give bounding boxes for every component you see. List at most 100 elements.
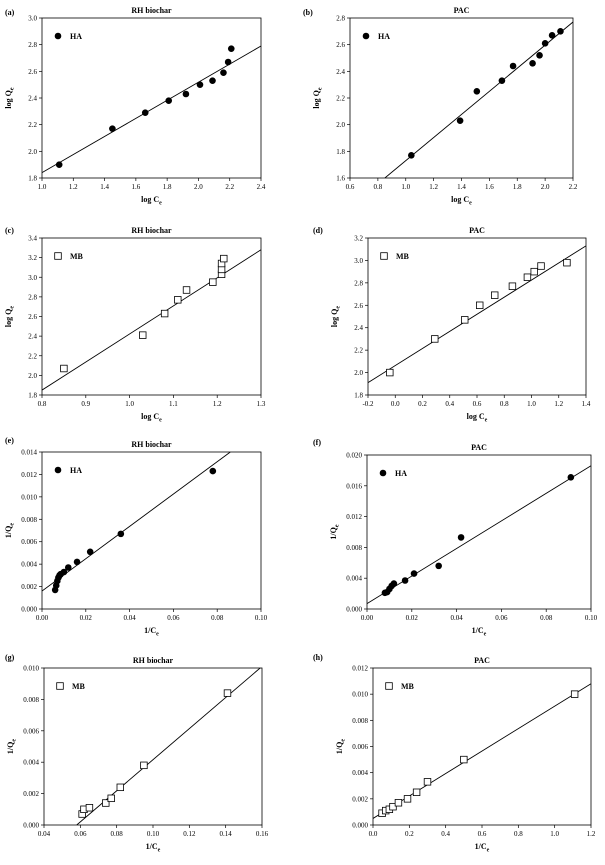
fit-line (42, 45, 261, 174)
y-axis-title: log Qe (4, 306, 16, 327)
y-tick-label: 0.004 (23, 759, 39, 767)
legend-marker (54, 252, 62, 260)
x-tick-label: 1.2 (554, 400, 563, 408)
y-tick-label: 0.002 (23, 790, 39, 798)
y-tick-label: 2.4 (28, 333, 37, 341)
y-tick-label: 0.016 (346, 482, 362, 490)
chart-panel-4: (d) PAC -0.2 0.0 0.2 0.4 0.6 0.8 1.0 1.2 1.4 1.8 2.0… (313, 226, 591, 424)
y-axis-title-subscript: e (10, 87, 16, 90)
fit-line (384, 21, 573, 178)
x-tick-label: 0.00 (36, 614, 49, 622)
x-axis-title-main: log C (467, 412, 485, 421)
data-point (476, 301, 484, 309)
data-point (116, 783, 124, 792)
data-point (457, 534, 465, 541)
y-tick-label: 1.8 (336, 148, 345, 156)
data-point (570, 690, 579, 698)
data-point (423, 778, 432, 786)
x-tick-label: 2.0 (541, 183, 550, 191)
plot-frame (41, 237, 262, 396)
x-tick-label: 0.08 (211, 614, 224, 622)
y-tick-label: 2.4 (28, 95, 37, 103)
x-tick-label: 0.8 (374, 183, 383, 191)
data-point (220, 254, 228, 263)
data-point (508, 282, 517, 290)
y-tick-label: 2.6 (354, 302, 363, 310)
data-point (209, 77, 216, 84)
x-axis-title-subscript: e (156, 632, 159, 638)
x-tick-label: 0.2 (405, 830, 414, 838)
data-point (224, 58, 232, 66)
x-tick-label: 1.0 (38, 183, 47, 191)
x-tick-label: 1.2 (69, 183, 78, 191)
data-point (390, 580, 398, 587)
legend-marker (56, 682, 64, 690)
y-axis-title: log Qe (4, 87, 16, 108)
y-tick-label: 1.6 (336, 175, 345, 183)
legend-label: MB (72, 682, 86, 691)
x-tick-label: 0.04 (38, 830, 51, 838)
x-axis-title: log Ce (451, 195, 472, 207)
x-tick-label: 0.8 (38, 400, 47, 408)
y-tick-label: 2.2 (28, 121, 37, 129)
y-tick-label: 0.000 (346, 606, 362, 614)
x-tick-label: 0.10 (585, 614, 598, 622)
x-axis-title: log Ce (467, 412, 488, 424)
x-tick-label: 1.2 (587, 830, 596, 838)
y-tick-label: 1.8 (28, 392, 37, 400)
y-axis-title: 1/Qe (4, 523, 16, 538)
data-point (509, 62, 517, 70)
x-tick-label: 0.14 (220, 830, 233, 838)
chart-title: RH biochar (131, 440, 172, 449)
panel-letter: (c) (5, 226, 14, 235)
x-tick-label: 0.6 (478, 830, 487, 838)
data-point (86, 548, 94, 556)
data-point (389, 802, 397, 811)
y-tick-label: 0.010 (23, 665, 39, 673)
x-tick-label: 1.0 (550, 830, 559, 838)
x-tick-label: 0.6 (473, 400, 482, 408)
y-tick-label: 2.0 (28, 372, 37, 380)
panel-letter: (h) (313, 653, 323, 662)
legend-marker (385, 682, 393, 690)
chart-title: PAC (469, 226, 485, 235)
y-tick-label: 0.002 (21, 583, 37, 591)
x-tick-label: 1.1 (169, 400, 178, 408)
x-tick-label: 0.8 (500, 400, 509, 408)
chart-title: RH biochar (131, 226, 172, 235)
fit-line (367, 465, 591, 604)
y-axis-title-subscript: e (10, 523, 16, 526)
x-tick-label: 0.08 (540, 614, 553, 622)
plot-frame (366, 454, 592, 610)
panel-letter: (f) (313, 438, 321, 447)
x-tick-label: 1.4 (100, 183, 109, 191)
legend-label: HA (378, 32, 390, 41)
x-tick-label: 0.02 (406, 614, 419, 622)
chart-panel-8: (h) PAC 0.0 0.2 0.4 0.6 0.8 1.0 1.2 0.000 0.002 0.0… (313, 653, 596, 854)
y-tick-label: 0.004 (21, 561, 37, 569)
plot-frame (349, 17, 574, 179)
legend-marker (54, 466, 62, 474)
x-tick-label: 1.2 (429, 183, 438, 191)
data-point (557, 28, 564, 35)
data-point (548, 32, 556, 39)
x-axis-title-subscript: e (159, 201, 162, 207)
x-tick-label: 0.0 (391, 400, 400, 408)
y-axis-title-subscript: e (341, 739, 347, 742)
data-point (109, 125, 116, 132)
y-axis-title: 1/Qe (329, 524, 341, 539)
y-tick-label: 3.2 (28, 254, 37, 262)
x-axis-title: log Ce (141, 412, 162, 424)
y-tick-label: 0.000 (352, 822, 368, 830)
y-axis-title: 1/Qe (335, 739, 347, 754)
x-tick-label: 2.2 (569, 183, 578, 191)
fit-line (42, 249, 261, 391)
x-tick-label: 0.04 (123, 614, 136, 622)
plot-frame (367, 237, 587, 396)
y-tick-label: 3.2 (354, 235, 363, 243)
y-tick-label: 0.006 (352, 743, 368, 751)
y-tick-label: 2.8 (28, 293, 37, 301)
data-point (85, 804, 94, 812)
data-point (529, 60, 536, 67)
x-tick-label: 0.9 (81, 400, 90, 408)
